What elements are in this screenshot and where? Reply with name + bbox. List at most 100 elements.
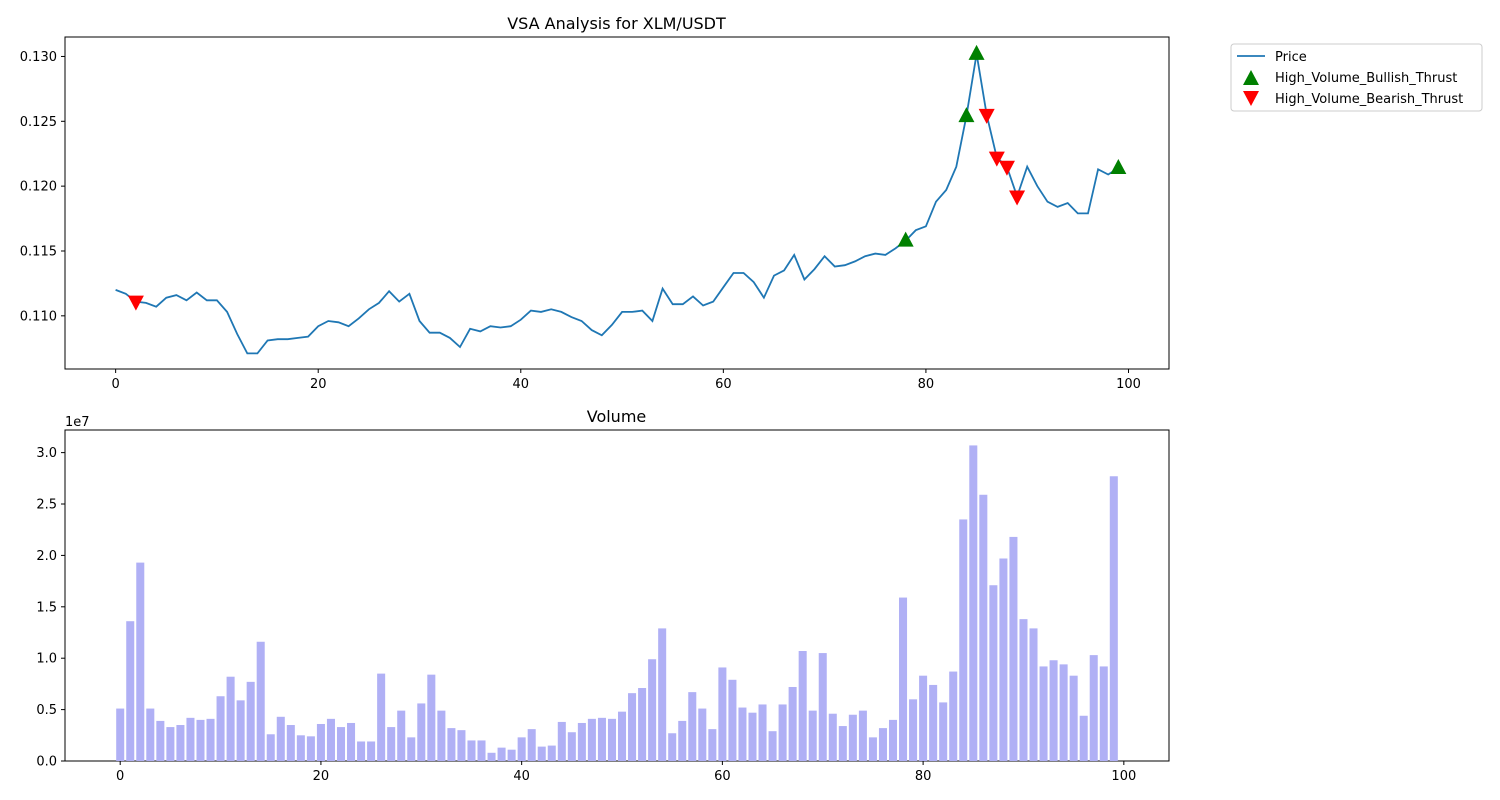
price-y-tick-label: 0.110 [20,309,57,324]
volume-bar [909,699,918,761]
volume-bar [1059,664,1068,761]
volume-bar [949,671,958,761]
volume-bar [527,729,536,761]
volume-bar [1019,619,1028,761]
price-chart-title: VSA Analysis for XLM/USDT [507,14,726,33]
volume-bar [377,673,386,761]
bearish-thrust-markers [127,108,1026,311]
volume-bar [1089,655,1098,761]
volume-bar [577,722,586,761]
volume-bar [296,735,305,761]
legend: Price High_Volume_Bullish_Thrust High_Vo… [1230,43,1483,112]
volume-y-tick-label: 0.5 [36,703,57,718]
volume-bar [1079,715,1088,761]
volume-bar [919,675,928,761]
volume-bar [979,494,988,761]
volume-bar [1099,666,1108,761]
volume-bar [607,718,616,761]
volume-bar [688,692,697,761]
price-y-tick-label: 0.120 [20,180,57,195]
volume-bar [638,688,647,761]
volume-bar [698,708,707,761]
volume-bar [858,710,867,761]
price-chart: VSA Analysis for XLM/USDT 0 20 40 60 80 100 0… [20,14,1170,392]
volume-bar [417,703,426,761]
bullish-thrust-marker [1110,158,1127,174]
volume-x-tick-label: 0 [116,769,124,784]
volume-bar [407,737,416,761]
volume-bar [718,667,727,761]
volume-x-tick-label: 80 [915,769,932,784]
volume-bar [246,681,255,761]
bearish-thrust-marker [1009,190,1026,206]
volume-bar [326,718,335,761]
volume-bar [367,741,376,761]
volume-bar [838,726,847,761]
volume-bars [116,445,1118,761]
volume-bar [878,728,887,761]
volume-bar [547,745,556,761]
volume-bar [738,707,747,761]
price-y-tick-label: 0.125 [20,115,57,130]
volume-bar [316,723,325,761]
volume-bar [557,721,566,761]
bullish-thrust-marker [897,231,914,247]
volume-bar [818,653,827,761]
volume-bar [477,740,486,761]
volume-bar [256,641,265,761]
volume-bar [276,716,285,761]
volume-bar [939,702,948,761]
volume-bar [116,708,125,761]
volume-bar [758,704,767,761]
volume-y-tick-label: 1.0 [36,652,57,667]
volume-bar [668,733,677,761]
price-line [115,53,1119,355]
volume-y-tick-label: 0.0 [36,755,57,770]
bearish-thrust-marker [127,295,144,311]
volume-bar [1029,628,1038,761]
volume-bar [457,730,466,761]
volume-bar [306,736,315,761]
volume-bar [126,621,135,761]
volume-bar [888,719,898,761]
volume-bar [628,693,637,761]
volume-bar [1109,476,1118,761]
volume-bar [387,727,396,761]
volume-bar [1069,675,1078,761]
volume-bar [899,597,908,761]
volume-bar [336,727,346,761]
legend-bullish-label: High_Volume_Bullish_Thrust [1275,71,1457,86]
volume-bar [176,725,185,761]
volume-bar [347,722,356,761]
volume-chart-title: Volume [587,407,647,426]
volume-bar [748,712,757,761]
volume-bar [597,717,606,761]
volume-bar [708,729,717,761]
volume-bar [497,747,506,761]
volume-bar [658,628,667,761]
volume-bar [1039,666,1048,761]
volume-bar [236,700,245,761]
volume-bar [868,737,877,761]
volume-bar [798,651,807,761]
price-y-axis: 0.110 0.115 0.120 0.125 0.130 [20,50,65,324]
volume-bar [999,558,1008,761]
volume-bar [678,720,687,761]
volume-bar [989,585,998,761]
volume-x-axis: 0 20 40 60 80 100 [116,761,1136,784]
volume-bar [537,746,546,761]
volume-bar [567,732,576,761]
volume-bar [648,659,657,761]
volume-bar [397,710,406,761]
volume-bar [156,720,165,761]
volume-bar [778,704,787,761]
bullish-thrust-marker [968,44,985,60]
price-x-axis: 0 20 40 60 80 100 [112,369,1141,392]
legend-bearish-swatch [1243,91,1259,106]
volume-bar [618,711,627,761]
volume-bar [768,731,777,761]
legend-bearish-label: High_Volume_Bearish_Thrust [1275,92,1463,107]
legend-frame [1230,43,1483,112]
volume-bar [286,725,295,761]
volume-x-tick-label: 20 [313,769,330,784]
